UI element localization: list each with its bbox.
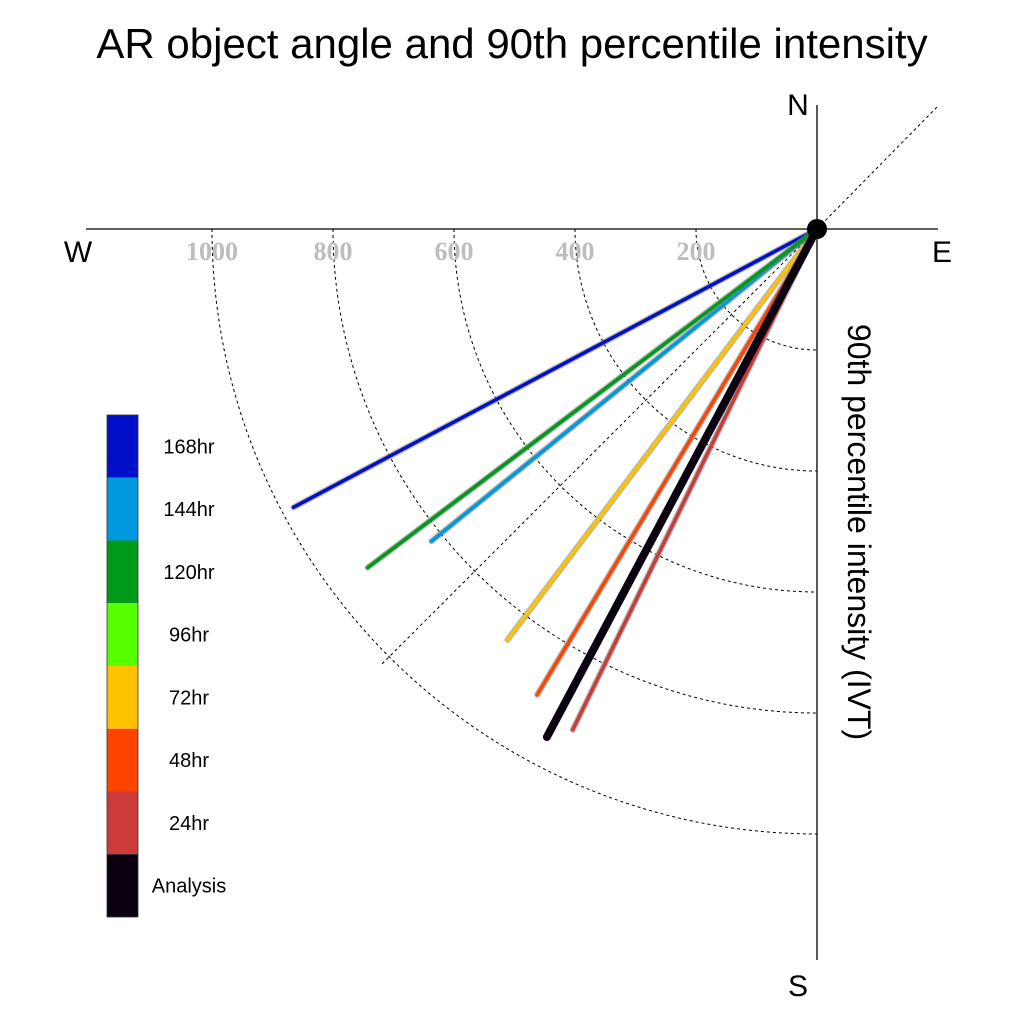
legend-swatch-48hr [107, 728, 138, 792]
radial-tick-label: 1000 [186, 237, 238, 266]
legend-swatch-24hr [107, 791, 138, 855]
chart-title: AR object angle and 90th percentile inte… [96, 20, 927, 67]
radial-tick-labels: 200 400 600 800 1000 [186, 237, 716, 266]
legend-swatch-96hr [107, 603, 138, 666]
vector-168hr [291, 227, 819, 510]
y-axis-label: 90th percentile intensity (IVT) [841, 324, 877, 740]
range-ring [332, 228, 818, 714]
origin-dot [807, 219, 827, 239]
legend-swatch-168hr [107, 415, 138, 478]
legend-label-72hr: 72hr [169, 687, 209, 709]
range-ring [574, 228, 818, 472]
radial-tick-label: 200 [677, 237, 716, 266]
compass-axes [86, 105, 939, 960]
compass-west: W [64, 236, 93, 269]
legend-label-24hr: 24hr [169, 813, 209, 835]
range-ring [453, 228, 818, 593]
legend-label-96hr: 96hr [169, 625, 209, 647]
vector-72hr [505, 227, 819, 642]
compass-south: S [788, 970, 808, 1003]
series-vectors [290, 225, 821, 742]
legend-swatch-analysis [107, 854, 138, 917]
ne-diagonal [816, 105, 939, 230]
radial-tick-label: 800 [314, 237, 353, 266]
vector-analysis [542, 225, 821, 742]
legend-label-48hr: 48hr [169, 750, 209, 772]
sw-diagonal [379, 228, 818, 667]
legend-swatch-144hr [107, 477, 138, 541]
vector-120hr [365, 227, 819, 570]
range-ring [695, 228, 818, 351]
legend-label-144hr: 144hr [163, 499, 214, 521]
legend-label-120hr: 120hr [163, 562, 214, 584]
radial-tick-label: 600 [435, 237, 474, 266]
vector-48hr [535, 227, 819, 697]
compass-north: N [787, 89, 809, 122]
legend-border [106, 414, 139, 918]
legend-swatch-72hr [107, 666, 138, 729]
radial-tick-label: 400 [556, 237, 595, 266]
range-ring [211, 228, 818, 835]
legend-swatch-120hr [107, 540, 138, 604]
legend-label-analysis: Analysis [152, 876, 226, 898]
compass-east: E [932, 236, 952, 269]
legend-label-168hr: 168hr [163, 436, 214, 458]
legend: 168hr 144hr 120hr 96hr 72hr 48hr 24hr Analysis [106, 414, 226, 918]
